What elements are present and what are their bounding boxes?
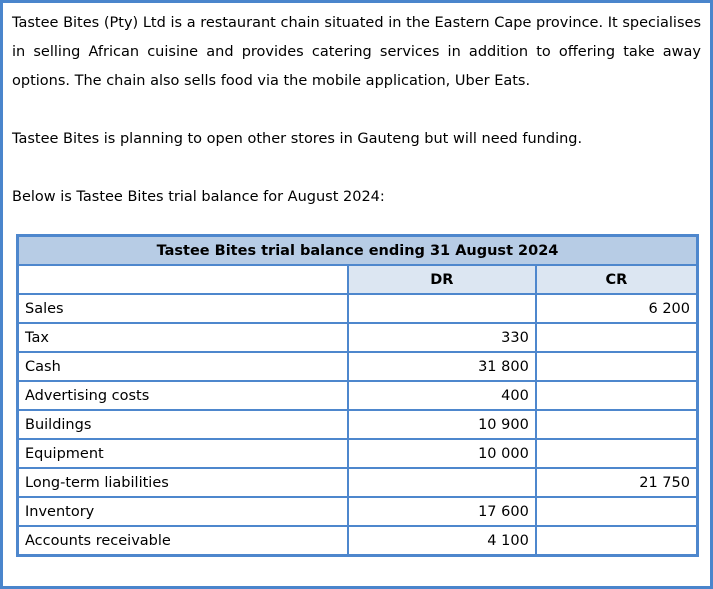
table-row: Cash 31 800 — [16, 351, 699, 382]
table-title-row: Tastee Bites trial balance ending 31 Aug… — [16, 234, 699, 266]
dr-value-cell: 330 — [346, 322, 537, 353]
cr-value-cell — [534, 351, 699, 382]
table-row: Tax 330 — [16, 322, 699, 353]
table-intro-paragraph: Below is Tastee Bites trial balance for … — [12, 189, 385, 205]
table-row: Sales 6 200 — [16, 293, 699, 324]
cr-value-cell — [534, 438, 699, 469]
document-content: Tastee Bites (Pty) Ltd is a restaurant c… — [3, 3, 710, 557]
dr-value-cell: 10 000 — [346, 438, 537, 469]
table-row: Buildings 10 900 — [16, 409, 699, 440]
intro-paragraph: Tastee Bites (Pty) Ltd is a restaurant c… — [12, 15, 701, 89]
cr-value-cell: 6 200 — [534, 293, 699, 324]
dr-value-cell — [346, 467, 537, 498]
table-row: Advertising costs 400 — [16, 380, 699, 411]
account-cell: Cash — [16, 351, 349, 382]
table-header-row: DR CR — [16, 264, 699, 295]
table-row: Equipment 10 000 — [16, 438, 699, 469]
dr-value-cell — [346, 293, 537, 324]
trial-balance-body: Sales 6 200 Tax 330 Cash 31 800 Advertising co… — [16, 293, 699, 557]
table-row: Long-term liabilities 21 750 — [16, 467, 699, 498]
table-row: Accounts receivable 4 100 — [16, 525, 699, 557]
dr-value-cell: 17 600 — [346, 496, 537, 527]
account-cell: Accounts receivable — [16, 525, 349, 557]
dr-value-cell: 4 100 — [346, 525, 537, 557]
account-column-header — [16, 264, 349, 295]
dr-value-cell: 31 800 — [346, 351, 537, 382]
account-cell: Buildings — [16, 409, 349, 440]
cr-column-header: CR — [534, 264, 699, 295]
table-row: Inventory 17 600 — [16, 496, 699, 527]
funding-paragraph: Tastee Bites is planning to open other s… — [12, 131, 583, 147]
dr-column-header: DR — [346, 264, 537, 295]
dr-value-cell: 400 — [346, 380, 537, 411]
account-cell: Inventory — [16, 496, 349, 527]
account-cell: Sales — [16, 293, 349, 324]
table-title: Tastee Bites trial balance ending 31 Aug… — [16, 234, 699, 266]
account-cell: Long-term liabilities — [16, 467, 349, 498]
dr-value-cell: 10 900 — [346, 409, 537, 440]
trial-balance-table: Tastee Bites trial balance ending 31 Aug… — [16, 234, 699, 557]
cr-value-cell — [534, 322, 699, 353]
account-cell: Advertising costs — [16, 380, 349, 411]
cr-value-cell: 21 750 — [534, 467, 699, 498]
cr-value-cell — [534, 525, 699, 557]
account-cell: Equipment — [16, 438, 349, 469]
account-cell: Tax — [16, 322, 349, 353]
cr-value-cell — [534, 409, 699, 440]
cr-value-cell — [534, 380, 699, 411]
cr-value-cell — [534, 496, 699, 527]
